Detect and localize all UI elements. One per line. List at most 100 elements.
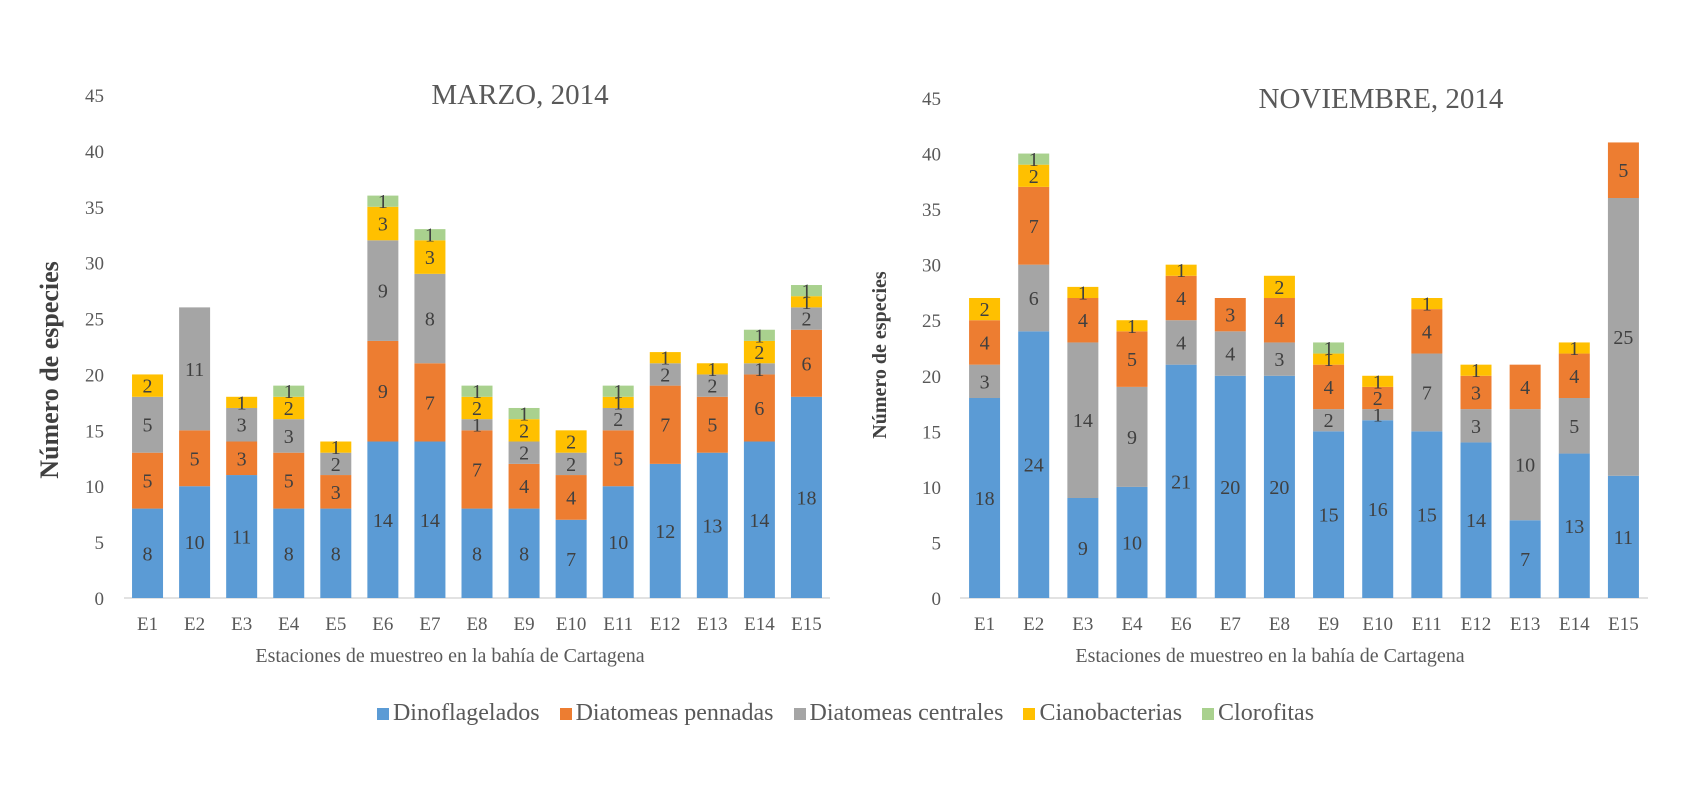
noviembre-data-label: 24 [1024, 455, 1044, 477]
marzo-data-label: 8 [331, 543, 341, 565]
marzo-data-label: 2 [331, 454, 341, 476]
noviembre-data-label: 2 [1274, 277, 1284, 299]
noviembre-y-tick-label: 15 [922, 422, 941, 443]
noviembre-bar-segment-clorofitas-e9 [1313, 342, 1345, 354]
noviembre-data-label: 1 [1029, 149, 1039, 171]
marzo-bar-segment-diatomeas-centrales-e12 [649, 363, 681, 386]
marzo-bar-segment-cianobacterias-e12 [649, 352, 681, 364]
marzo-data-label: 8 [143, 543, 153, 565]
marzo-x-tick-label: E11 [603, 614, 633, 635]
marzo-data-label: 2 [566, 454, 576, 476]
marzo-bar-segment-diatomeas-pennadas-e14 [743, 374, 775, 442]
marzo-bar-segment-clorofitas-e6 [367, 195, 399, 207]
marzo-x-tick-label: E9 [514, 614, 535, 635]
marzo-y-axis-title: Número de especies [35, 261, 64, 479]
noviembre-bar-segment-dinoflagelados-e9 [1313, 431, 1345, 598]
marzo-bar-segment-diatomeas-pennadas-e13 [696, 396, 728, 453]
noviembre-data-label: 5 [1618, 160, 1628, 182]
marzo-data-label: 3 [284, 426, 294, 448]
marzo-data-label: 1 [801, 281, 811, 303]
noviembre-data-label: 3 [1471, 382, 1481, 404]
noviembre-x-tick-label: E13 [1510, 614, 1541, 635]
marzo-bar-segment-diatomeas-centrales-e2 [179, 307, 211, 431]
marzo-bar-segment-dinoflagelados-e2 [179, 486, 211, 598]
marzo-x-axis-title: Estaciones de muestreo en la bahía de Ca… [255, 645, 644, 667]
noviembre-bar-segment-diatomeas-centrales-e11 [1411, 353, 1443, 432]
noviembre-data-label: 15 [1417, 505, 1437, 527]
marzo-bar-segment-diatomeas-centrales-e4 [273, 419, 305, 453]
marzo-bar-segment-clorofitas-e11 [602, 385, 634, 397]
marzo-data-label: 8 [284, 543, 294, 565]
marzo-data-label: 2 [660, 364, 670, 386]
noviembre-bar-segment-dinoflagelados-e4 [1116, 486, 1148, 598]
noviembre-data-label: 18 [975, 488, 995, 510]
noviembre-bar-segment-dinoflagelados-e2 [1018, 331, 1050, 598]
marzo-data-label: 1 [707, 359, 717, 381]
noviembre-bar-segment-diatomeas-centrales-e14 [1558, 398, 1590, 454]
marzo-bar-segment-cianobacterias-e1 [132, 374, 164, 397]
marzo-y-tick-label: 30 [85, 254, 104, 275]
noviembre-x-tick-label: E15 [1608, 614, 1639, 635]
noviembre-data-label: 20 [1269, 477, 1289, 499]
marzo-data-label: 7 [566, 549, 576, 571]
noviembre-bar-segment-diatomeas-pennadas-e6 [1165, 275, 1197, 321]
marzo-data-label: 7 [425, 392, 435, 414]
marzo-bar-segment-dinoflagelados-e11 [602, 486, 634, 598]
noviembre-bar-segment-cianobacterias-e9 [1313, 353, 1345, 365]
marzo-data-label: 1 [331, 437, 341, 459]
marzo-data-label: 1 [472, 381, 482, 403]
marzo-x-tick-label: E10 [556, 614, 587, 635]
noviembre-bar-segment-diatomeas-centrales-e7 [1214, 331, 1246, 376]
noviembre-y-tick-label: 20 [922, 367, 941, 388]
marzo-y-tick-label: 15 [85, 421, 104, 442]
marzo-data-label: 1 [613, 381, 623, 403]
noviembre-data-label: 20 [1220, 477, 1240, 499]
noviembre-y-tick-label: 5 [932, 533, 942, 554]
marzo-data-label: 1 [425, 225, 435, 247]
marzo-data-label: 6 [754, 398, 764, 420]
noviembre-data-label: 14 [1073, 410, 1093, 432]
noviembre-data-label: 15 [1319, 505, 1339, 527]
marzo-data-label: 1 [754, 359, 764, 381]
noviembre-data-label: 4 [1225, 344, 1235, 366]
noviembre-bar-segment-diatomeas-pennadas-e4 [1116, 331, 1148, 387]
noviembre-y-tick-label: 45 [922, 89, 941, 110]
noviembre-bar-segment-diatomeas-pennadas-e14 [1558, 353, 1590, 398]
marzo-bar-segment-dinoflagelados-e14 [743, 441, 775, 598]
noviembre-bar-segment-cianobacterias-e2 [1018, 164, 1050, 187]
legend-swatch-diatomeas-centrales [793, 707, 806, 720]
marzo-bar-segment-dinoflagelados-e10 [555, 519, 587, 598]
noviembre-data-label: 25 [1613, 327, 1633, 349]
marzo-bar-segment-clorofitas-e8 [461, 385, 493, 397]
noviembre-data-label: 5 [1127, 349, 1137, 371]
marzo-data-label: 1 [754, 325, 764, 347]
noviembre-data-label: 2 [1324, 410, 1334, 432]
noviembre-bar-segment-diatomeas-pennadas-e10 [1362, 386, 1394, 410]
marzo-data-label: 4 [566, 487, 576, 509]
noviembre-bar-segment-diatomeas-pennadas-e15 [1607, 142, 1639, 198]
marzo-bar-segment-dinoflagelados-e4 [273, 508, 305, 598]
marzo-data-label: 12 [655, 521, 675, 543]
marzo-data-label: 2 [566, 432, 576, 454]
noviembre-data-label: 4 [1569, 366, 1579, 388]
noviembre-data-label: 14 [1466, 510, 1486, 532]
noviembre-y-tick-label: 25 [922, 311, 941, 332]
marzo-bar-segment-diatomeas-centrales-e13 [696, 374, 728, 397]
marzo-data-label: 18 [796, 487, 816, 509]
marzo-bar-segment-dinoflagelados-e5 [320, 508, 352, 598]
noviembre-bar-segment-diatomeas-pennadas-e11 [1411, 309, 1443, 354]
noviembre-bar-segment-diatomeas-pennadas-e1 [969, 320, 1001, 365]
noviembre-y-tick-label: 30 [922, 256, 941, 277]
noviembre-data-label: 7 [1422, 382, 1432, 404]
noviembre-data-label: 4 [1078, 310, 1088, 332]
marzo-bar-segment-cianobacterias-e4 [273, 396, 305, 420]
noviembre-data-label: 3 [1225, 305, 1235, 327]
legend-item-diatomeas-pennadas: Diatomeas pennadas [559, 700, 774, 727]
noviembre-data-label: 4 [980, 332, 990, 354]
marzo-x-tick-label: E12 [650, 614, 681, 635]
marzo-bar-segment-diatomeas-centrales-e9 [508, 441, 540, 464]
noviembre-data-label: 10 [1515, 455, 1535, 477]
marzo-x-tick-label: E8 [466, 614, 487, 635]
marzo-chart-title: MARZO, 2014 [431, 79, 609, 111]
